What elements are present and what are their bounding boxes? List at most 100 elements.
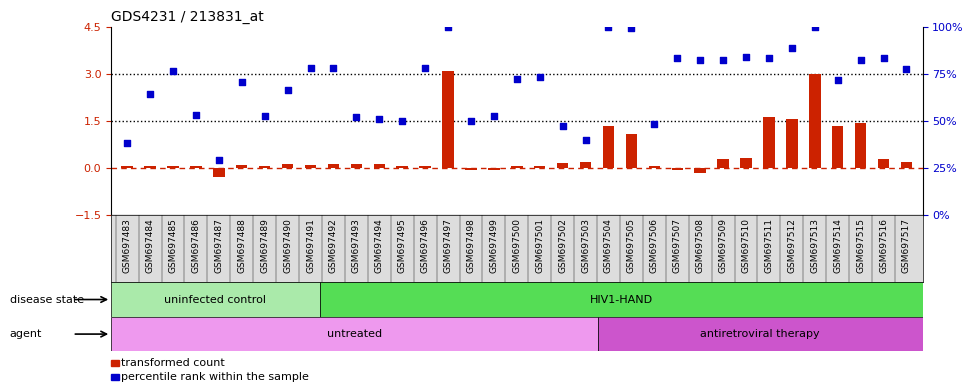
Point bbox=[624, 25, 639, 31]
Point bbox=[646, 121, 662, 127]
Bar bbox=[419, 166, 431, 168]
Point bbox=[578, 137, 593, 143]
Text: GSM697501: GSM697501 bbox=[535, 218, 544, 273]
Bar bbox=[580, 162, 591, 168]
Point bbox=[440, 24, 456, 30]
Point bbox=[807, 24, 822, 30]
Bar bbox=[598, 317, 923, 351]
Bar bbox=[488, 168, 499, 170]
Text: GSM697499: GSM697499 bbox=[490, 218, 498, 273]
Text: GSM697496: GSM697496 bbox=[420, 218, 430, 273]
Text: GSM697494: GSM697494 bbox=[375, 218, 384, 273]
Text: GSM697485: GSM697485 bbox=[168, 218, 178, 273]
Bar bbox=[603, 126, 614, 168]
Text: transformed count: transformed count bbox=[121, 358, 224, 368]
Bar bbox=[763, 117, 775, 168]
Text: GSM697490: GSM697490 bbox=[283, 218, 292, 273]
Point bbox=[761, 55, 777, 61]
Point bbox=[142, 91, 157, 98]
Text: GSM697497: GSM697497 bbox=[443, 218, 452, 273]
Bar bbox=[374, 164, 385, 168]
Bar bbox=[259, 166, 270, 168]
Text: GSM697516: GSM697516 bbox=[879, 218, 888, 273]
Text: GSM697489: GSM697489 bbox=[260, 218, 270, 273]
Point bbox=[716, 57, 731, 63]
Bar bbox=[466, 168, 476, 170]
Point bbox=[257, 113, 272, 119]
Point bbox=[669, 55, 685, 61]
Bar bbox=[810, 74, 820, 168]
Bar bbox=[111, 317, 598, 351]
Bar bbox=[167, 166, 179, 168]
Text: GSM697515: GSM697515 bbox=[856, 218, 866, 273]
Bar bbox=[557, 163, 568, 168]
Text: GSM697491: GSM697491 bbox=[306, 218, 315, 273]
Point bbox=[165, 68, 181, 74]
Bar bbox=[320, 282, 923, 317]
Text: GSM697513: GSM697513 bbox=[810, 218, 819, 273]
Bar bbox=[740, 158, 752, 168]
Text: GSM697508: GSM697508 bbox=[696, 218, 704, 273]
Text: GDS4231 / 213831_at: GDS4231 / 213831_at bbox=[111, 10, 264, 25]
Bar bbox=[695, 168, 706, 173]
Text: HIV1-HAND: HIV1-HAND bbox=[589, 295, 653, 305]
Point bbox=[554, 122, 570, 129]
Bar bbox=[213, 168, 224, 177]
Text: agent: agent bbox=[10, 329, 43, 339]
Point bbox=[280, 86, 296, 93]
Bar bbox=[900, 162, 912, 168]
Text: uninfected control: uninfected control bbox=[164, 295, 267, 305]
Text: antiretroviral therapy: antiretroviral therapy bbox=[700, 329, 820, 339]
Text: GSM697504: GSM697504 bbox=[604, 218, 613, 273]
Point bbox=[417, 65, 433, 71]
Text: percentile rank within the sample: percentile rank within the sample bbox=[121, 372, 308, 382]
Point bbox=[784, 45, 800, 51]
Bar bbox=[144, 166, 156, 168]
Text: GSM697495: GSM697495 bbox=[398, 218, 407, 273]
Bar bbox=[442, 71, 454, 168]
Bar bbox=[718, 159, 728, 168]
Text: GSM697506: GSM697506 bbox=[650, 218, 659, 273]
Text: GSM697507: GSM697507 bbox=[672, 218, 682, 273]
Text: GSM697512: GSM697512 bbox=[787, 218, 796, 273]
Point bbox=[234, 79, 249, 85]
Text: GSM697500: GSM697500 bbox=[512, 218, 522, 273]
Bar bbox=[351, 164, 362, 168]
Point bbox=[532, 74, 548, 80]
Bar bbox=[122, 166, 133, 168]
Text: disease state: disease state bbox=[10, 295, 84, 305]
Bar bbox=[282, 164, 294, 168]
Text: GSM697487: GSM697487 bbox=[214, 218, 223, 273]
Text: GSM697503: GSM697503 bbox=[582, 218, 590, 273]
Point bbox=[188, 112, 204, 118]
Bar bbox=[648, 166, 660, 168]
Text: GSM697493: GSM697493 bbox=[352, 218, 361, 273]
Point bbox=[349, 114, 364, 120]
Bar bbox=[878, 159, 890, 168]
Bar bbox=[396, 166, 408, 168]
Point bbox=[302, 65, 318, 71]
Text: GSM697498: GSM697498 bbox=[467, 218, 475, 273]
Text: GSM697511: GSM697511 bbox=[764, 218, 774, 273]
Text: GSM697484: GSM697484 bbox=[146, 218, 155, 273]
Text: untreated: untreated bbox=[327, 329, 383, 339]
Bar bbox=[190, 166, 202, 168]
Point bbox=[601, 24, 616, 30]
Bar bbox=[236, 165, 247, 168]
Point bbox=[212, 157, 227, 163]
Text: GSM697502: GSM697502 bbox=[558, 218, 567, 273]
Point bbox=[372, 116, 387, 122]
Point bbox=[509, 76, 525, 82]
Point bbox=[120, 140, 135, 146]
Point bbox=[830, 77, 845, 83]
Text: GSM697509: GSM697509 bbox=[719, 218, 727, 273]
Bar bbox=[111, 282, 320, 317]
Point bbox=[898, 66, 914, 72]
Point bbox=[876, 55, 892, 61]
Text: GSM697514: GSM697514 bbox=[834, 218, 842, 273]
Point bbox=[693, 57, 708, 63]
Point bbox=[394, 118, 410, 124]
Bar bbox=[626, 134, 638, 168]
Bar bbox=[511, 166, 523, 168]
Text: GSM697492: GSM697492 bbox=[329, 218, 338, 273]
